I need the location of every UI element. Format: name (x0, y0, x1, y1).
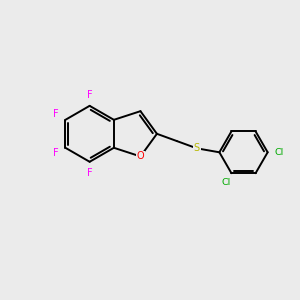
Text: S: S (194, 143, 200, 153)
Text: Cl: Cl (221, 178, 230, 188)
Text: F: F (53, 109, 58, 119)
Text: F: F (87, 90, 92, 100)
Text: F: F (53, 148, 58, 158)
Text: O: O (137, 152, 144, 161)
Text: F: F (87, 168, 92, 178)
Text: Cl: Cl (274, 148, 283, 157)
